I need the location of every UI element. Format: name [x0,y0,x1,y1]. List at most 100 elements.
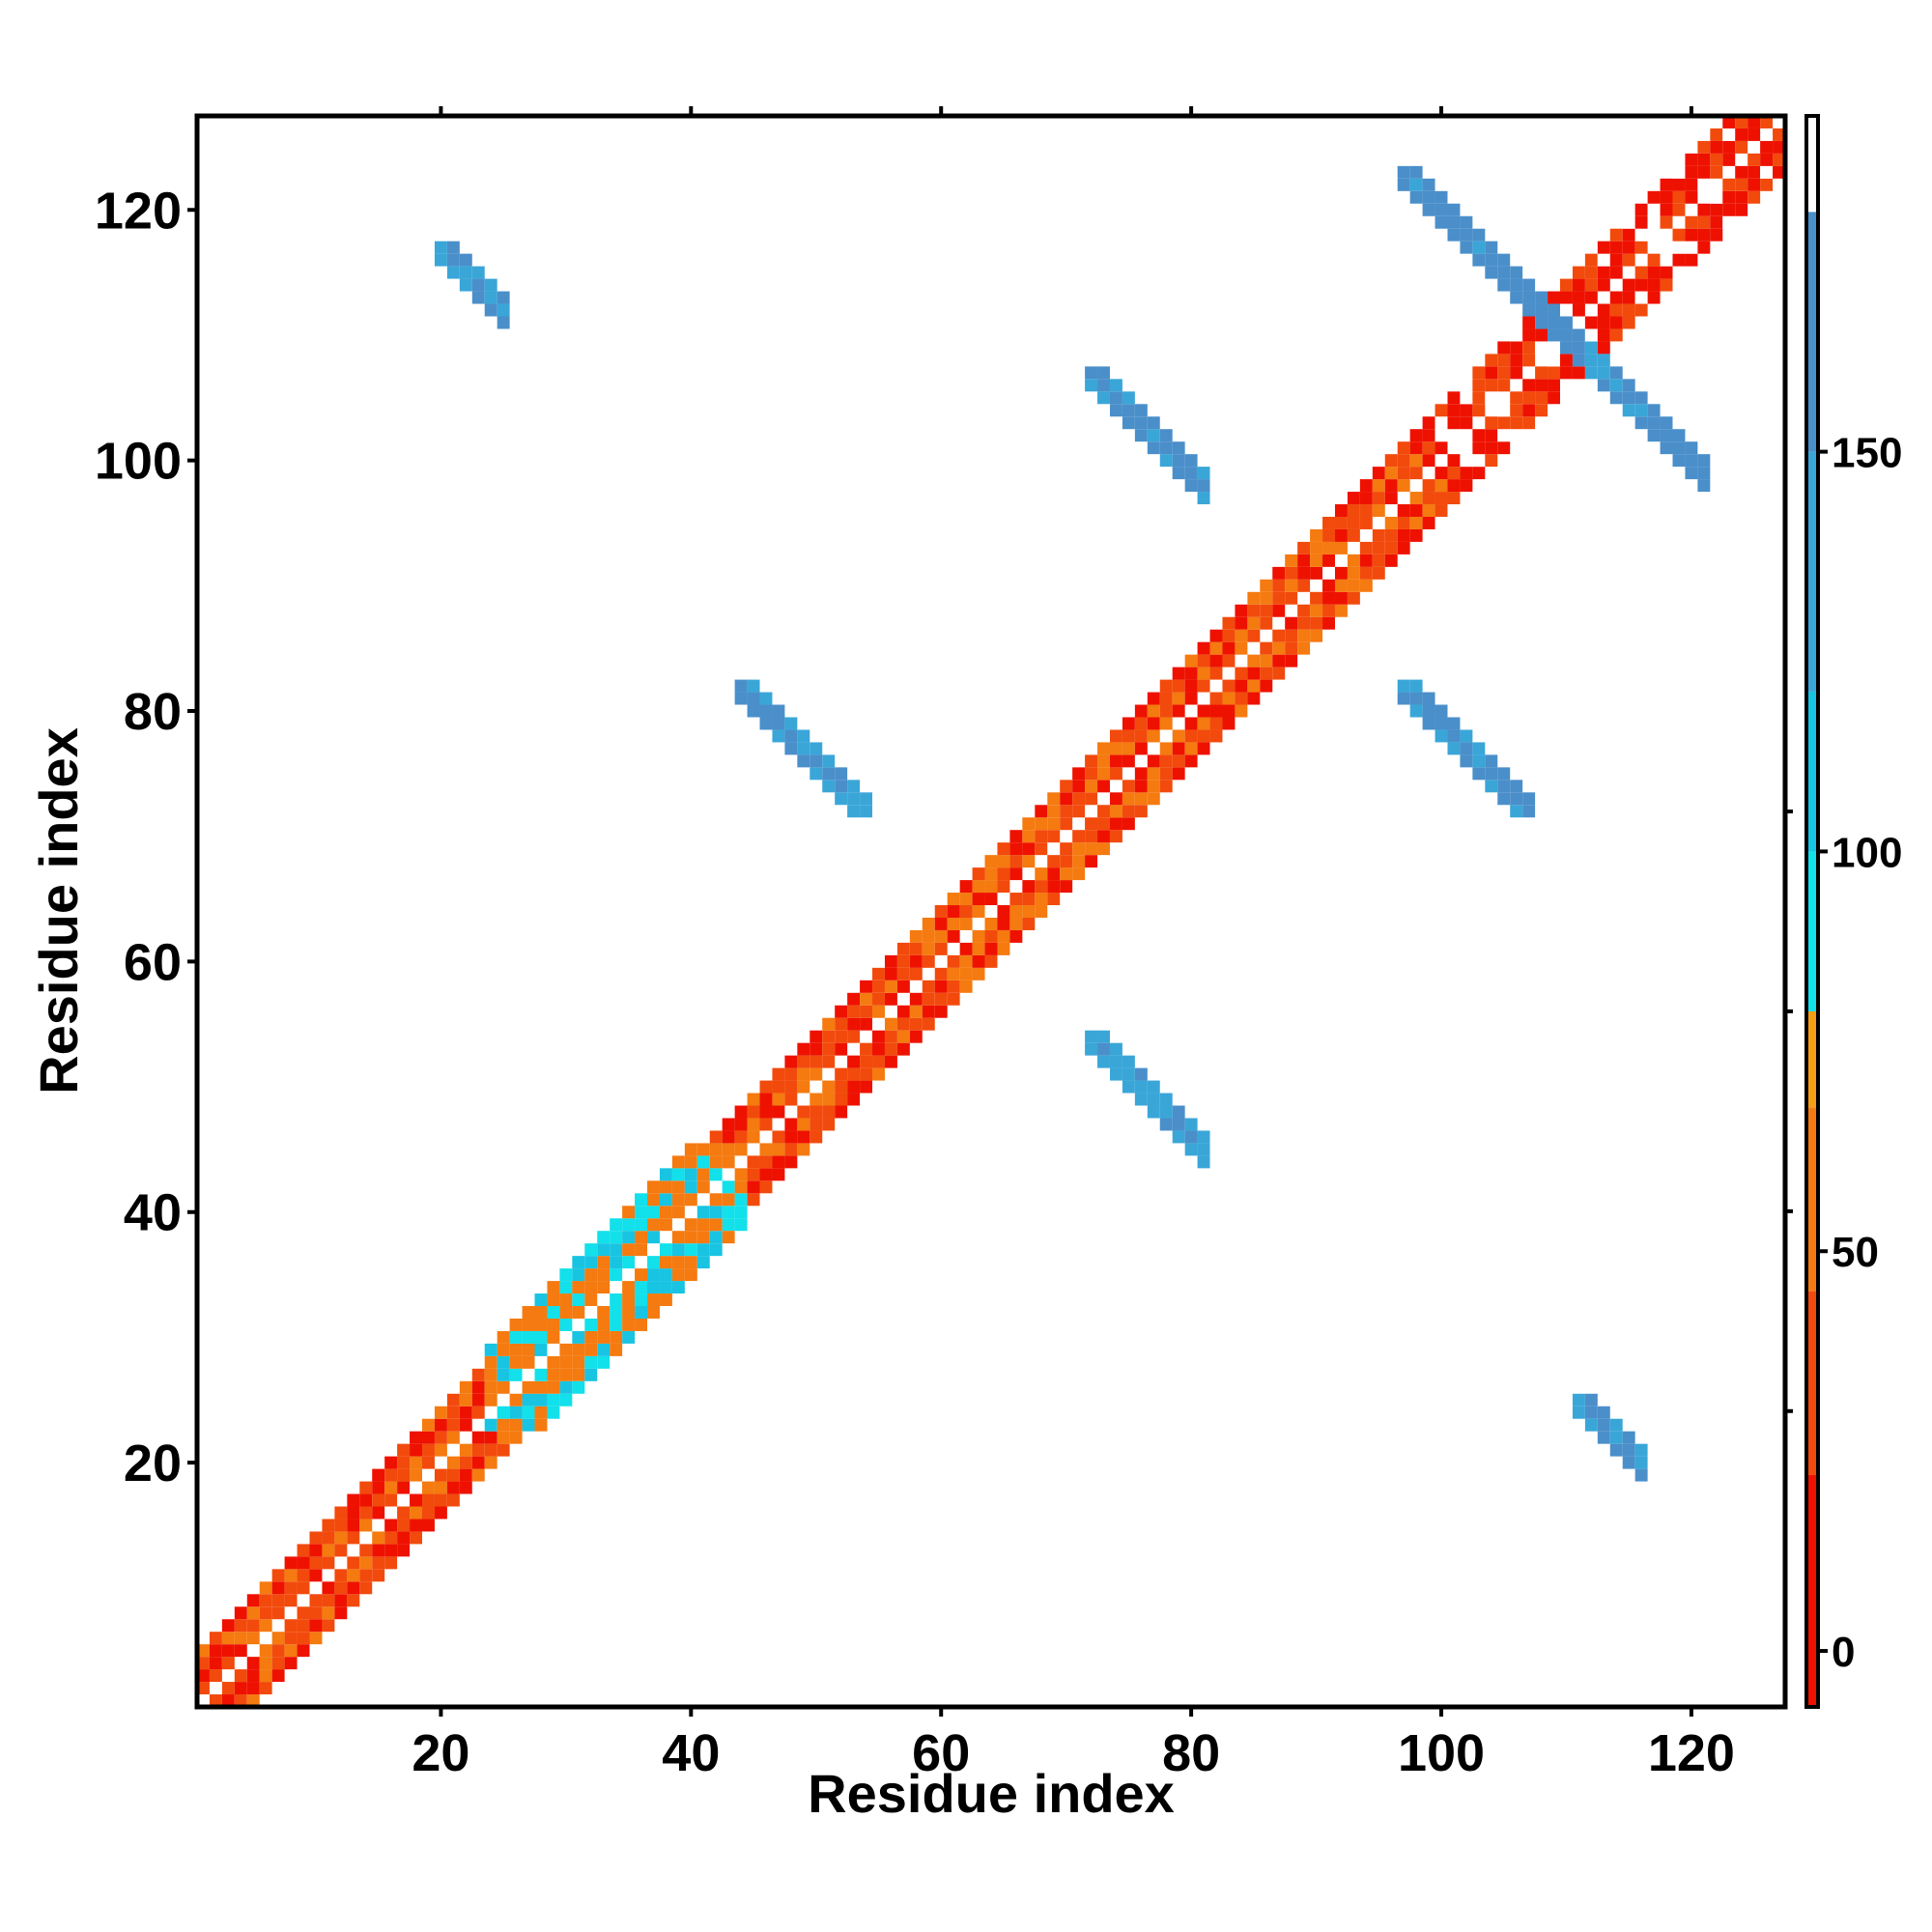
heatmap-cell [1209,629,1223,642]
heatmap-cell [1548,303,1560,317]
heatmap-cell [446,266,460,279]
heatmap-cell [1009,830,1023,843]
heatmap-cell [597,1306,611,1319]
heatmap-cell [434,1493,447,1507]
heatmap-cell [322,1619,335,1633]
heatmap-cell [684,1180,697,1194]
heatmap-cell [860,1067,873,1081]
heatmap-cell [1584,253,1598,267]
heatmap-cell [709,1168,723,1181]
heatmap-cell [1472,404,1486,417]
heatmap-cell [810,1105,823,1119]
heatmap-cell [410,1506,422,1520]
heatmap-cell [947,905,960,918]
heatmap-cell [509,1406,523,1419]
heatmap-cell [847,1055,861,1068]
heatmap-cell [659,1256,672,1269]
heatmap-cell [1660,429,1673,442]
heatmap-cell [1097,379,1110,392]
heatmap-cell [1485,780,1498,793]
heatmap-cell [1485,366,1498,380]
heatmap-cell [1597,266,1610,279]
heatmap-cell [1672,165,1686,179]
heatmap-cell [297,1544,310,1557]
heatmap-cell [1209,654,1223,668]
heatmap-cell [572,1268,585,1282]
heatmap-cell [734,1143,748,1156]
heatmap-cell [209,1632,222,1645]
heatmap-cell [384,1493,398,1507]
heatmap-cell [684,1243,697,1257]
heatmap-cell [1460,754,1473,768]
heatmap-cell [884,967,897,980]
heatmap-cell [271,1657,285,1670]
heatmap-cell [1460,391,1473,405]
heatmap-cell [1485,429,1498,442]
heatmap-cell [835,792,848,806]
heatmap-cell [1109,391,1122,405]
heatmap-cell [1435,467,1448,480]
heatmap-cell [860,1055,873,1068]
heatmap-cell [271,1569,285,1582]
heatmap-cell [1472,241,1486,254]
heatmap-cell [1272,604,1286,617]
heatmap-cell [1447,492,1461,505]
heatmap-cell [1184,742,1198,755]
heatmap-cell [1497,354,1511,367]
heatmap-cell [1134,1080,1148,1094]
heatmap-cell [610,1268,623,1282]
colorbar-band [1806,1291,1818,1475]
heatmap-cell [297,1632,310,1645]
heatmap-cell [1134,717,1148,730]
heatmap-cell [997,880,1010,894]
heatmap-cell [784,1067,798,1081]
heatmap-cell [1460,228,1473,242]
heatmap-cell [1172,679,1185,693]
heatmap-cell [1497,278,1511,292]
heatmap-cell [1559,316,1573,329]
heatmap-cell [1122,416,1135,430]
heatmap-cell [397,1544,411,1557]
heatmap-cell [1735,116,1748,128]
heatmap-cell [747,1180,760,1194]
heatmap-cell [896,1005,910,1018]
heatmap-cell [847,805,861,818]
heatmap-cell [1622,1456,1635,1469]
heatmap-cell [559,1268,573,1282]
y-tick-label: 120 [95,182,182,240]
heatmap-cell [1510,341,1523,355]
heatmap-cell [810,1093,823,1106]
heatmap-cell [484,1355,497,1369]
heatmap-cell [959,917,973,930]
heatmap-cell [284,1644,298,1658]
heatmap-cell [671,1155,685,1169]
colorbar-band [1806,212,1818,452]
heatmap-cell [234,1619,247,1633]
heatmap-cell [572,1368,585,1381]
heatmap-cell [234,1669,247,1683]
heatmap-cell [922,954,935,968]
heatmap-cell [1572,1406,1585,1419]
heatmap-cell [1760,153,1774,166]
heatmap-cell [1022,855,1036,868]
heatmap-cell [1310,541,1323,554]
heatmap-cell [1672,190,1686,204]
heatmap-cell [1047,830,1061,843]
heatmap-cell [1109,404,1122,417]
heatmap-cell [1584,1393,1598,1406]
heatmap-cell [1510,354,1523,367]
heatmap-cell [860,992,873,1006]
heatmap-cell [384,1481,398,1494]
heatmap-cell [759,704,773,718]
heatmap-cell [835,1080,848,1094]
heatmap-cell [671,1281,685,1294]
heatmap-cell [822,1017,836,1031]
heatmap-cell [1260,604,1273,617]
heatmap-cell [1235,629,1248,642]
heatmap-cell [659,1193,672,1207]
heatmap-cell [772,1155,785,1169]
heatmap-cell [759,717,773,730]
heatmap-cell [1722,153,1736,166]
heatmap-cell [797,1105,810,1119]
heatmap-cell [459,278,472,292]
